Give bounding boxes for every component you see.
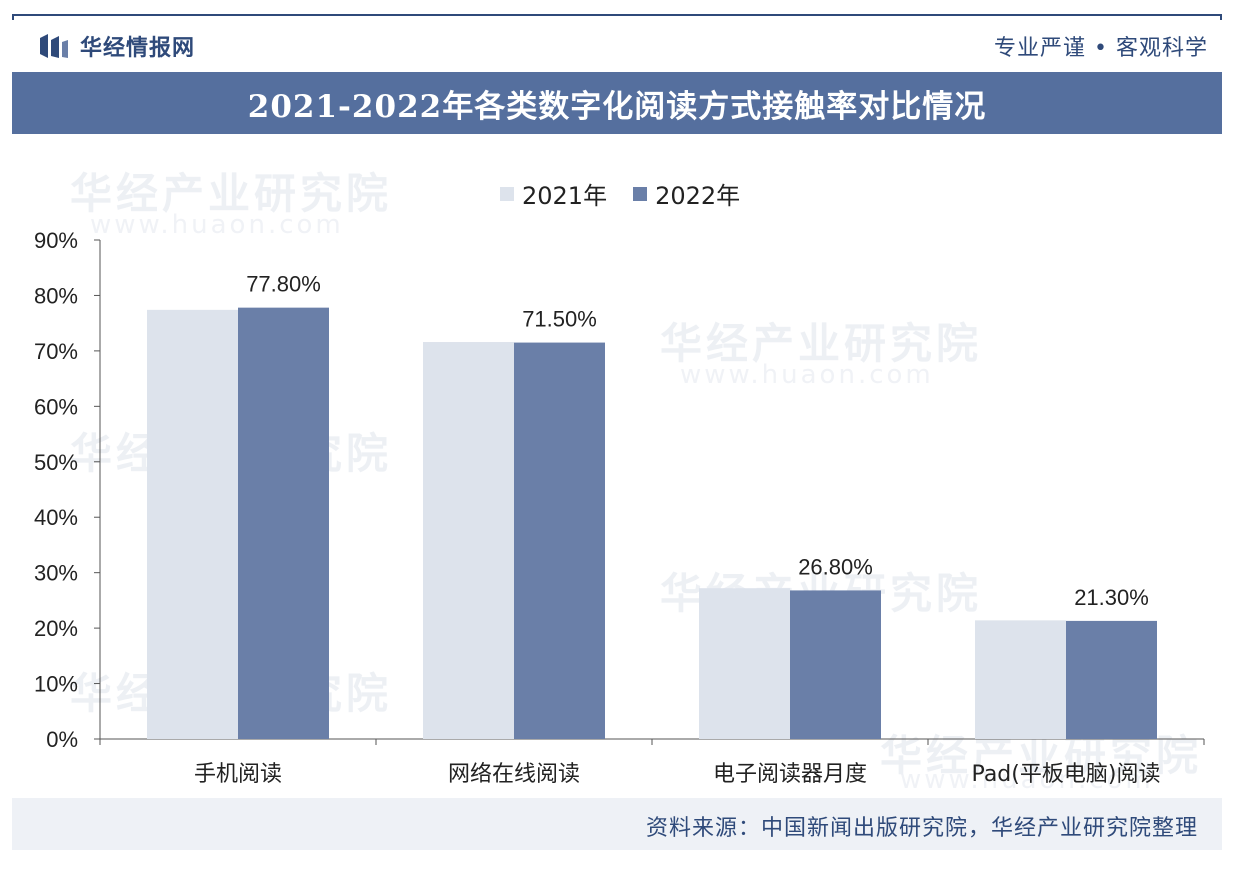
chart-title: 2021-2022年各类数字化阅读方式接触率对比情况 [247, 88, 987, 125]
y-tick-label: 30% [34, 561, 78, 586]
y-tick-label: 70% [34, 339, 78, 364]
legend-swatch-2021 [500, 186, 514, 201]
legend-item-2021: 2021年 [500, 176, 607, 211]
header: 华经情报网 专业严谨 • 客观科学 [14, 16, 1220, 72]
data-label: 26.80% [798, 554, 873, 579]
y-tick-label: 20% [34, 616, 78, 641]
legend-swatch-2022 [633, 186, 648, 201]
bar-2022 [1066, 620, 1157, 739]
y-tick-label: 50% [34, 450, 78, 475]
y-tick-label: 10% [34, 672, 78, 697]
brand-logo-icon [40, 34, 68, 58]
slogan: 专业严谨 • 客观科学 [994, 36, 1208, 61]
legend-label-2021: 2021年 [522, 182, 608, 210]
brand: 华经情报网 [40, 30, 195, 62]
top-border [12, 14, 1222, 16]
source-text: 资料来源：中国新闻出版研究院，华经产业研究院整理 [645, 816, 1198, 841]
bar-2022 [514, 342, 605, 739]
source-bar: 资料来源：中国新闻出版研究院，华经产业研究院整理 [12, 798, 1222, 850]
top-border-left-cap [12, 14, 14, 20]
bar-chart: 0% 10% 20% 30% 40% 50% 60% 70% 80% 90% 77.80% 手机阅读 7… [34, 228, 1205, 787]
y-tick-label: 90% [34, 228, 78, 253]
data-label: 21.30% [1074, 585, 1149, 610]
category-label: 网络在线阅读 [448, 762, 580, 787]
data-label: 71.50% [522, 307, 597, 332]
legend-label-2022: 2022年 [655, 182, 741, 210]
title-bar: 2021-2022年各类数字化阅读方式接触率对比情况 [12, 72, 1222, 134]
bar-2022 [238, 307, 329, 739]
y-tick-label: 80% [34, 283, 78, 308]
category-label: Pad(平板电脑)阅读 [972, 762, 1161, 787]
bar-2021 [699, 588, 790, 739]
bar-2021 [423, 342, 514, 739]
bar-2021 [147, 309, 238, 739]
category-label: 电子阅读器月度 [713, 762, 867, 787]
bar-2022 [790, 590, 881, 739]
brand-name: 华经情报网 [80, 36, 196, 61]
y-tick-label: 0% [46, 727, 78, 752]
category-label: 手机阅读 [194, 762, 282, 787]
legend: 2021年 2022年 [500, 176, 766, 211]
data-label: 77.80% [246, 272, 321, 297]
y-tick-label: 40% [34, 505, 78, 530]
legend-item-2022: 2022年 [633, 176, 740, 211]
bar-2021 [975, 620, 1066, 739]
y-tick-label: 60% [34, 394, 78, 419]
top-border-right-cap [1220, 14, 1222, 20]
